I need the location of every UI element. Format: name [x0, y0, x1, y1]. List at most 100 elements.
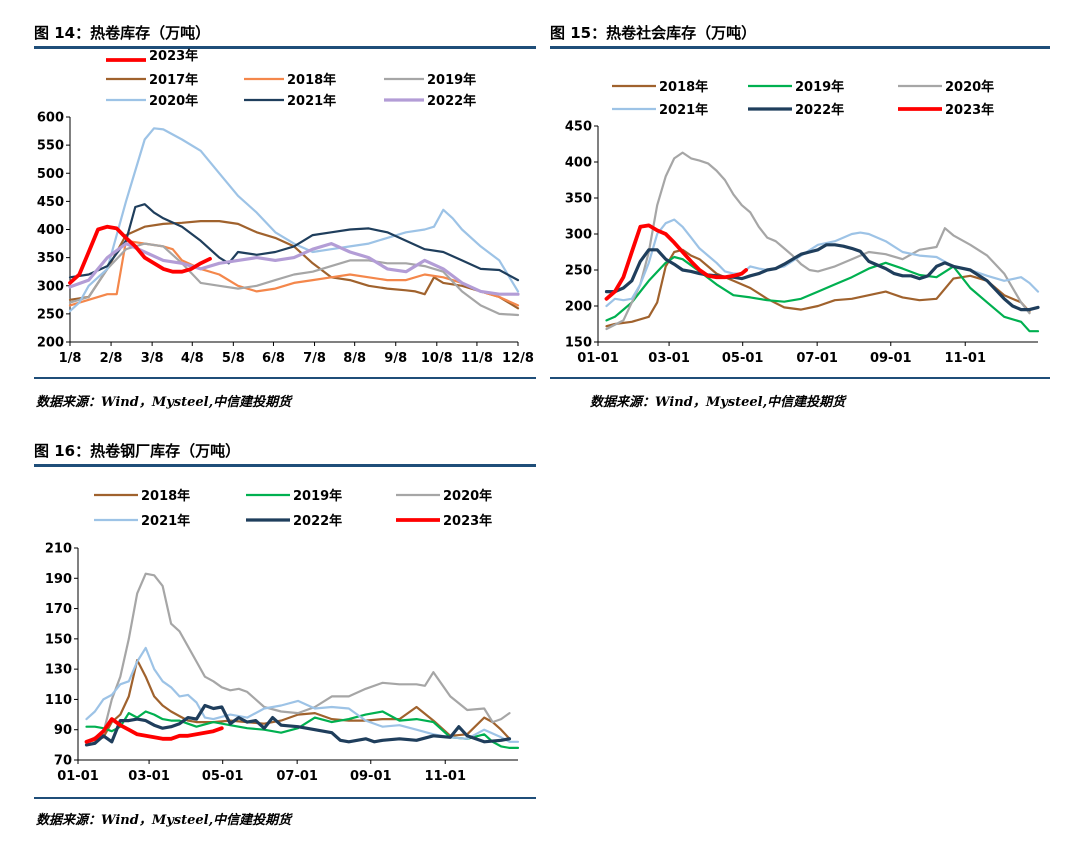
- y-tick-label: 300: [565, 228, 592, 243]
- y-tick-label: 350: [565, 192, 592, 207]
- series-line-2019年: [68, 242, 520, 317]
- legend-label: 2020年: [443, 488, 492, 504]
- x-tick-label: 1/8: [59, 351, 82, 366]
- x-tick-label: 10/8: [421, 351, 453, 366]
- series-line-2023年: [84, 717, 224, 744]
- y-tick-label: 150: [565, 336, 592, 351]
- y-tick-label: 130: [45, 663, 72, 678]
- legend-item: 2023年: [396, 513, 492, 529]
- series-line-2019年: [85, 710, 520, 749]
- legend-label: 2019年: [427, 72, 476, 88]
- legend-item: 2021年: [94, 513, 190, 529]
- legend-item: 2018年: [244, 72, 336, 88]
- y-tick-label: 210: [45, 542, 72, 557]
- fig14-bottom-rule: [34, 377, 536, 379]
- legend-label: 2021年: [287, 93, 336, 109]
- x-tick-label: 5/8: [222, 351, 245, 366]
- fig14-title: 图 14：热卷库存（万吨）: [34, 24, 211, 42]
- series-line-2022年: [68, 242, 520, 296]
- series-line-2023年: [68, 224, 212, 285]
- legend-item: 2019年: [384, 72, 476, 88]
- legend-item: 2019年: [748, 79, 844, 95]
- x-tick-label: 07-01: [796, 351, 838, 366]
- x-tick-label: 11-01: [944, 351, 986, 366]
- x-tick-label: 7/8: [303, 351, 326, 366]
- chart-fig16: 70 90 110 130 150 170 190 210 01-01 03-01 05-01 07-…: [45, 488, 520, 784]
- y-tick-label: 200: [565, 300, 592, 315]
- x-tick-label: 09-01: [870, 351, 912, 366]
- legend-label: 2021年: [141, 513, 190, 529]
- legend-item: 2023年: [898, 102, 994, 118]
- legend-label: 2022年: [293, 513, 342, 529]
- y-tick-label: 350: [37, 251, 64, 266]
- x-tick-label: 2/8: [100, 351, 123, 366]
- y-tick-label: 70: [54, 754, 72, 769]
- x-tick-label: 05-01: [722, 351, 764, 366]
- legend-item: 2022年: [246, 513, 342, 529]
- chart-fig14: 200 250 300 350 400 450 500 550 600 1/8 2/8 3/8 4/8 5…: [37, 48, 534, 366]
- x-tick-label: 03-01: [648, 351, 690, 366]
- x-tick-label: 3/8: [141, 351, 164, 366]
- legend-label: 2023年: [945, 102, 994, 118]
- legend-label: 2022年: [795, 102, 844, 118]
- y-tick-label: 400: [565, 156, 592, 171]
- legend-item: 2020年: [396, 488, 492, 504]
- legend-item: 2019年: [246, 488, 342, 504]
- x-tick-label: 05-01: [202, 769, 244, 784]
- legend-label: 2017年: [149, 72, 198, 88]
- x-tick-label: 01-01: [577, 351, 619, 366]
- legend-item: 2018年: [94, 488, 190, 504]
- legend-item: 2022年: [384, 93, 476, 109]
- y-tick-label: 450: [37, 195, 64, 210]
- fig16-bottom-rule: [34, 797, 536, 799]
- series-line-2018年: [85, 659, 511, 743]
- y-tick-label: 550: [37, 139, 64, 154]
- legend-item: 2020年: [106, 93, 198, 109]
- fig15-bottom-rule: [550, 377, 1050, 379]
- legend-item: 2022年: [748, 102, 844, 118]
- series-line-2020年: [85, 572, 511, 743]
- legend-item: 2021年: [244, 93, 336, 109]
- x-tick-label: 07-01: [276, 769, 318, 784]
- x-tick-label: 01-01: [57, 769, 99, 784]
- x-tick-label: 6/8: [262, 351, 285, 366]
- x-tick-label: 11/8: [461, 351, 493, 366]
- legend-item: 2018年: [612, 79, 708, 95]
- legend-label: 2018年: [141, 488, 190, 504]
- legend-label: 2020年: [149, 93, 198, 109]
- fig16-source: 数据来源：Wind，Mysteel,中信建投期货: [36, 813, 292, 828]
- legend-label: 2023年: [443, 513, 492, 529]
- series-line-2018年: [605, 248, 1031, 328]
- fig14-title-rule: [34, 46, 536, 49]
- fig15-title: 图 15：热卷社会库存（万吨）: [550, 24, 757, 42]
- legend-label: 2019年: [293, 488, 342, 504]
- legend-label: 2018年: [659, 79, 708, 95]
- fig16-title: 图 16：热卷钢厂库存（万吨）: [34, 442, 241, 460]
- fig16-title-rule: [34, 464, 536, 467]
- y-tick-label: 600: [37, 111, 64, 126]
- series-line-2021年: [68, 203, 520, 282]
- chart-fig15: 150 200 250 300 350 400 450 01-01 03-01 05-01 07-0…: [565, 79, 1040, 366]
- legend-label: 2022年: [427, 93, 476, 109]
- y-tick-label: 250: [565, 264, 592, 279]
- fig15-source: 数据来源：Wind，Mysteel,中信建投期货: [590, 395, 846, 410]
- x-tick-label: 8/8: [343, 351, 366, 366]
- y-tick-label: 110: [45, 693, 72, 708]
- series-line-2019年: [605, 255, 1040, 333]
- y-tick-label: 170: [45, 602, 72, 617]
- x-tick-label: 12/8: [502, 351, 534, 366]
- series-line-2020年: [605, 151, 1031, 331]
- y-tick-label: 250: [37, 307, 64, 322]
- x-tick-label: 9/8: [384, 351, 407, 366]
- y-tick-label: 450: [565, 120, 592, 135]
- legend-label: 2023年: [149, 48, 198, 64]
- series-line-2022年: [84, 703, 512, 747]
- legend-label: 2019年: [795, 79, 844, 95]
- fig15-title-rule: [550, 46, 1050, 49]
- y-tick-label: 200: [37, 336, 64, 351]
- series-line-2020年: [68, 127, 520, 313]
- y-tick-label: 90: [54, 723, 72, 738]
- series-line-2017年: [68, 220, 520, 310]
- y-tick-label: 150: [45, 632, 72, 647]
- x-tick-label: 09-01: [350, 769, 392, 784]
